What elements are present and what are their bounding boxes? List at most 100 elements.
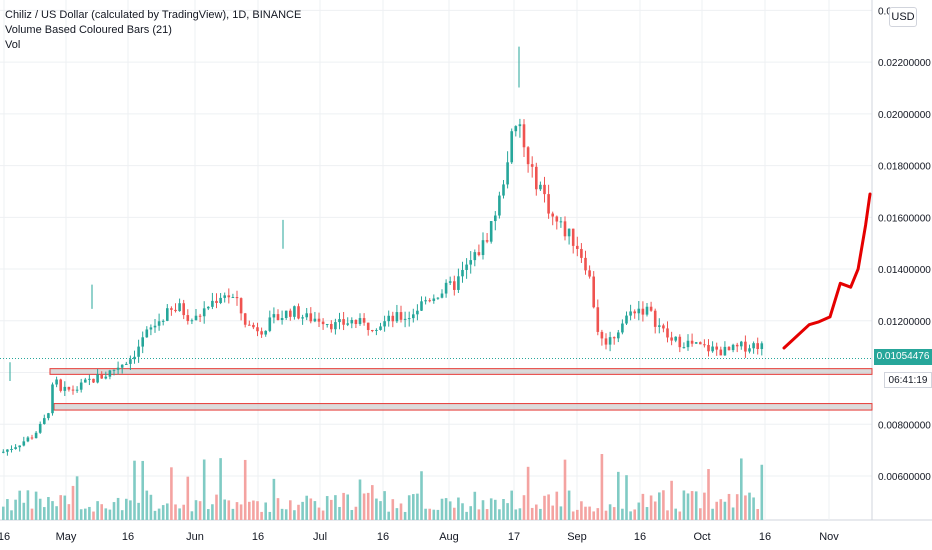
volume-bar — [637, 502, 641, 520]
candle-body — [26, 437, 30, 442]
volume-bar — [715, 501, 718, 520]
volume-bar — [608, 504, 612, 520]
volume-label[interactable]: Vol — [5, 39, 21, 51]
volume-bar — [170, 467, 173, 520]
candle-body — [79, 382, 83, 390]
volume-bar — [30, 508, 34, 520]
candle-body — [473, 252, 477, 261]
volume-bar — [379, 501, 382, 520]
y-tick-label: 0.01800000 — [878, 162, 931, 173]
candle-body — [612, 337, 616, 339]
candle-body — [38, 423, 42, 433]
indicator-label[interactable]: Volume Based Coloured Bars (21) — [5, 24, 172, 36]
candle-body — [600, 331, 604, 339]
candle-body — [592, 276, 595, 308]
candle-body — [604, 338, 608, 345]
symbol-title[interactable]: Chiliz / US Dollar (calculated by Tradin… — [5, 9, 302, 21]
candle-body — [686, 340, 690, 348]
volume-bar — [67, 504, 71, 520]
candle-body — [256, 327, 259, 332]
currency-button[interactable]: USD — [889, 7, 917, 27]
candle-body — [547, 194, 550, 214]
volume-bar — [707, 469, 710, 520]
y-tick-label: 0.01200000 — [878, 317, 931, 328]
volume-bar — [522, 495, 526, 520]
volume-bar — [494, 499, 497, 520]
volume-bar — [686, 493, 690, 520]
candles-layer — [2, 46, 764, 456]
candle-body — [297, 306, 300, 319]
volume-bar — [395, 508, 399, 520]
candle-body — [674, 336, 677, 341]
candle-body — [125, 363, 128, 365]
candle-body — [694, 342, 698, 344]
candle-body — [108, 370, 112, 377]
volume-bar — [756, 509, 759, 520]
candle-body — [211, 300, 214, 307]
volume-bar — [424, 508, 427, 520]
candle-body — [412, 314, 415, 319]
volume-bar — [256, 501, 259, 520]
candle-body — [157, 321, 161, 326]
candle-body — [707, 344, 710, 352]
volume-bar — [178, 508, 181, 520]
volume-bar — [621, 508, 624, 520]
x-tick-label: 16 — [377, 531, 389, 543]
candle-body — [342, 319, 345, 325]
volume-bar — [104, 508, 108, 520]
volume-bar — [108, 509, 112, 520]
candle-body — [104, 376, 108, 379]
volume-bar — [584, 506, 587, 520]
candle-body — [264, 330, 267, 335]
volume-bar — [387, 511, 390, 520]
volume-bar — [71, 485, 75, 520]
candle-body — [153, 325, 157, 328]
volume-bar — [567, 490, 571, 520]
candle-body — [30, 437, 34, 439]
candle-body — [227, 295, 231, 298]
candle-body — [317, 318, 321, 322]
candle-body — [391, 315, 395, 322]
volume-bar — [149, 494, 153, 520]
candle-body — [502, 184, 505, 196]
candle-body — [112, 369, 116, 371]
volume-bar — [100, 504, 103, 520]
candle-body — [63, 386, 67, 391]
support-zone[interactable] — [49, 368, 873, 375]
volume-bar — [211, 504, 214, 520]
volume-bar — [248, 501, 251, 520]
volume-bar — [186, 476, 190, 520]
volume-bar — [141, 460, 144, 520]
support-zone[interactable] — [53, 403, 873, 411]
candle-body — [571, 228, 575, 246]
volume-bar — [350, 509, 354, 520]
volume-bar — [112, 502, 116, 520]
volume-bar — [662, 490, 665, 520]
volume-bar — [161, 505, 165, 520]
volume-bar — [629, 511, 632, 520]
volume-bar — [309, 498, 313, 520]
candle-body — [305, 313, 308, 318]
candle-body — [325, 323, 329, 325]
projection-drawing[interactable] — [782, 192, 872, 350]
candle-body — [178, 303, 181, 312]
candle-body — [133, 356, 136, 360]
volume-bar — [330, 499, 333, 520]
candle-body — [510, 131, 513, 163]
volume-bar — [125, 498, 128, 520]
candle-body — [690, 340, 694, 344]
candle-body — [645, 306, 649, 315]
candle-body — [219, 297, 222, 304]
volume-bar — [633, 509, 636, 520]
volume-bar — [190, 511, 194, 520]
x-tick-label: 16 — [0, 531, 10, 543]
candle-body — [186, 315, 190, 322]
candle-body — [137, 346, 140, 357]
volume-bar — [18, 490, 21, 520]
volume-bar — [678, 511, 682, 520]
volume-bar — [34, 491, 38, 520]
candle-body — [252, 324, 255, 328]
volume-bar — [391, 499, 395, 520]
candle-body — [416, 310, 419, 315]
